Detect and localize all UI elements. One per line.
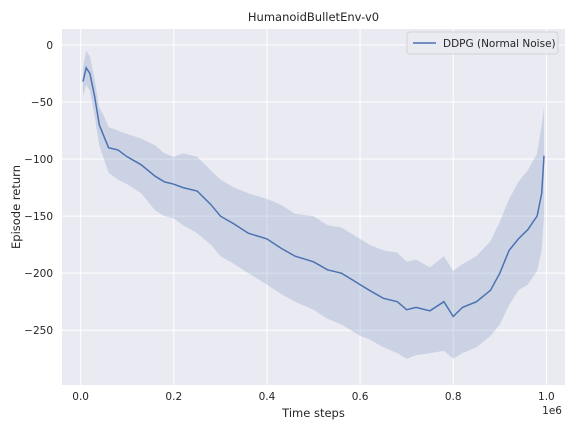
legend: DDPG (Normal Noise) <box>406 31 559 55</box>
legend-box <box>406 31 559 55</box>
y-tick-label: −250 <box>24 325 53 337</box>
confidence-band <box>83 50 544 359</box>
series-line <box>82 65 545 318</box>
y-tick-label: 0 <box>46 40 53 52</box>
x-tick-labels: 0.0 0.2 0.4 0.6 0.8 1.0 <box>72 391 554 403</box>
x-axis-label: Time steps <box>281 406 345 420</box>
plot-area <box>62 29 565 385</box>
x-tick-label: 0.6 <box>352 391 369 403</box>
x-tick-label: 1.0 <box>538 391 555 403</box>
legend-label: DDPG (Normal Noise) <box>443 38 556 50</box>
x-tick-label: 0.0 <box>72 391 89 403</box>
y-axis-label: Episode return <box>9 165 23 249</box>
x-tick-label: 0.4 <box>259 391 276 403</box>
chart-title: HumanoidBulletEnv-v0 <box>248 10 379 24</box>
y-tick-label: −50 <box>31 97 53 109</box>
grid-lines <box>62 29 565 385</box>
y-tick-label: −150 <box>24 211 53 223</box>
x-tick-label: 0.8 <box>445 391 462 403</box>
y-tick-labels: 0 −50 −100 −150 −200 −250 <box>24 40 53 337</box>
y-tick-label: −100 <box>24 154 53 166</box>
x-tick-label: 0.2 <box>165 391 182 403</box>
x-axis-offset-label: 1e6 <box>542 405 562 417</box>
y-tick-label: −200 <box>24 268 53 280</box>
